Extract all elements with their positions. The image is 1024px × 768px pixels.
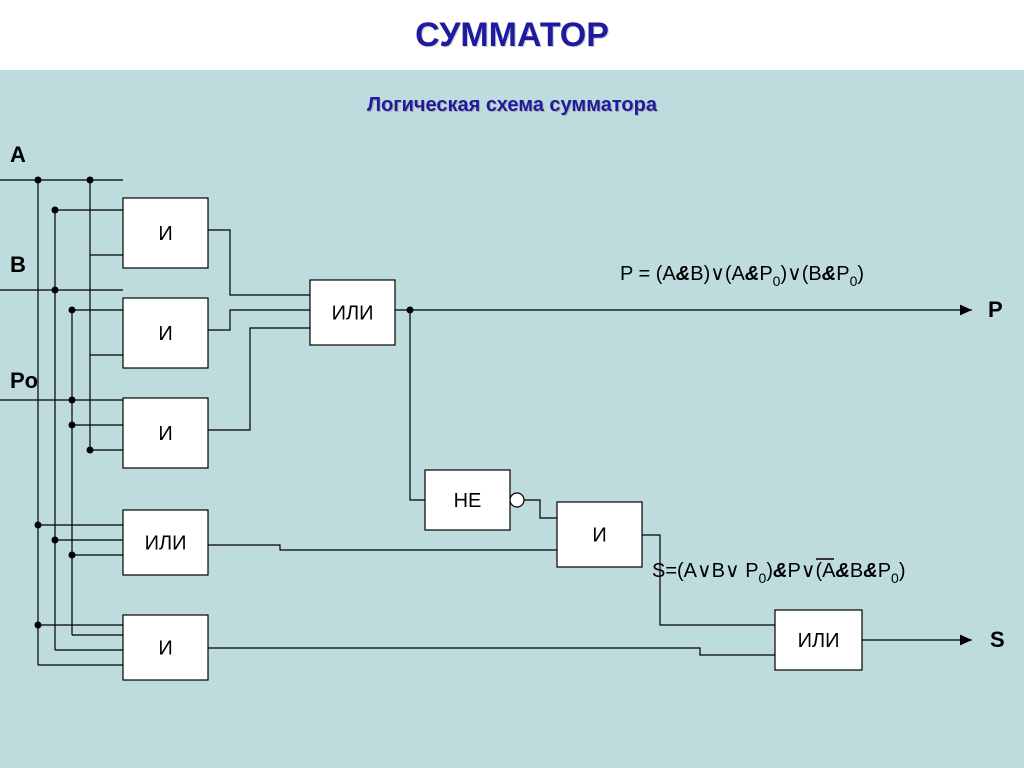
junction-dot [87,177,94,184]
wire [208,545,557,550]
arrowhead-icon [960,635,972,646]
gate-label-or2: ИЛИ [798,630,840,652]
gate-label-and5: И [158,638,172,660]
wire [410,310,425,500]
junction-dot [35,177,42,184]
junction-dot [35,622,42,629]
gate-label-and1: И [158,223,172,245]
gate-label-not1: НЕ [454,490,482,512]
junction-dot [69,422,76,429]
not-bubble-icon [510,493,524,507]
gate-label-or4: ИЛИ [145,533,187,555]
input-label-A: A [10,142,26,167]
output-label-P: P [988,297,1003,322]
input-label-P0: Po [10,368,38,393]
title-bar: СУММАТОР [0,0,1024,70]
junction-dot [69,397,76,404]
diagram-svg: И И И ИЛИ И ИЛИ НЕ И ИЛИ A B Po P S P = (A&B)∨(A&P0)∨(… [0,70,1024,768]
wire [208,310,310,330]
junction-dot [69,552,76,559]
page: СУММАТОР Логическая схема сумматора ИИИИ… [0,0,1024,768]
input-label-B: B [10,252,26,277]
gate-label-and2: И [158,323,172,345]
gate-label-and3: И [158,423,172,445]
wire [208,230,310,295]
junction-dot [407,307,414,314]
junction-dot [52,537,59,544]
formula-p: P = (A&B)∨(A&P0)∨(B&P0) [620,263,864,289]
gate-label-and6: И [592,525,606,547]
diagram-canvas: Логическая схема сумматора ИИИИЛИИИЛИНЕИ… [0,70,1024,768]
wire [524,500,557,518]
junction-dot [69,307,76,314]
junction-dot [52,207,59,214]
arrowhead-icon [960,305,972,316]
junction-dot [35,522,42,529]
wire [208,328,310,430]
page-title: СУММАТОР [415,16,609,55]
output-label-S: S [990,627,1005,652]
junction-dot [52,287,59,294]
junction-dot [87,447,94,454]
wire [208,648,775,655]
formula-s: S=(A∨B∨ P0)&P∨(A&B&P0) [652,560,906,586]
gate-label-or1: ИЛИ [332,303,374,325]
